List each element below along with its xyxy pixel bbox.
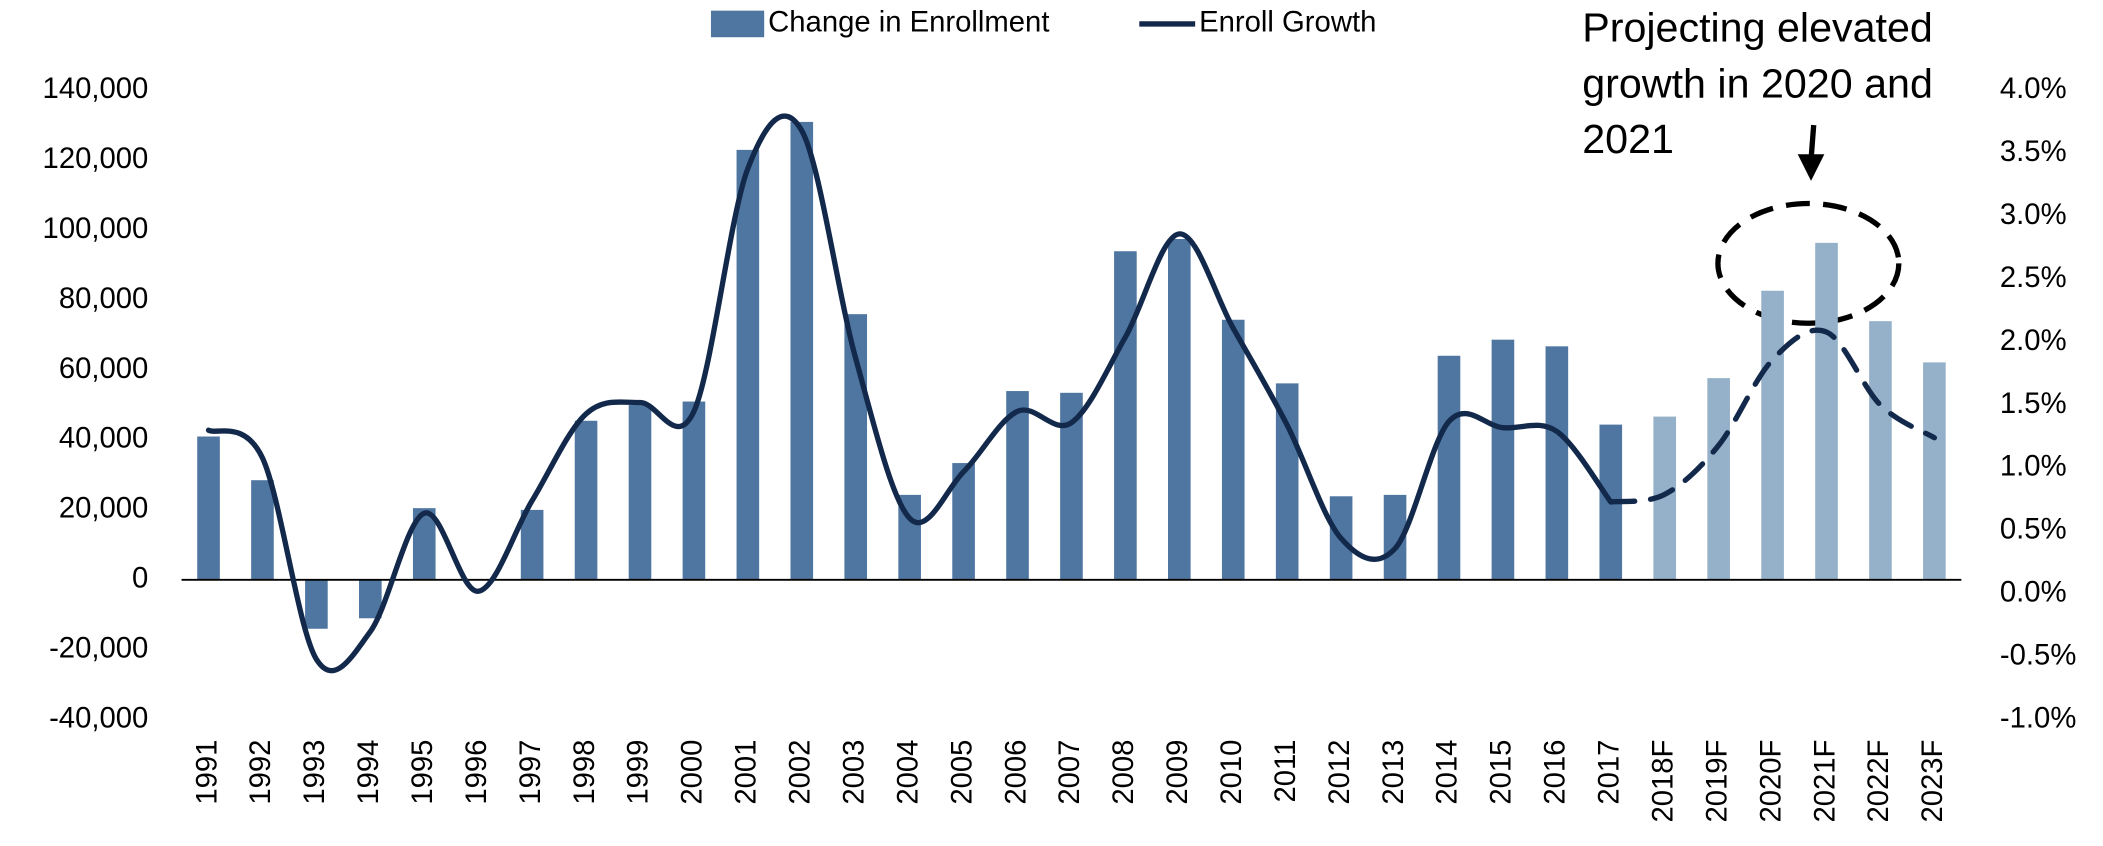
annotation-text: 2021 [1582, 116, 1674, 162]
x-tick-label: 2014 [1432, 740, 1464, 805]
bar [952, 463, 975, 580]
y-tick-label: 80,000 [59, 283, 148, 315]
y-tick-label: 40,000 [59, 423, 148, 455]
x-tick-label: 2015 [1486, 740, 1518, 805]
annotation-text: growth in 2020 and [1582, 60, 1933, 106]
bar [1168, 239, 1191, 580]
x-tick-label: 2023F [1917, 740, 1949, 823]
x-tick-label: 2008 [1108, 740, 1140, 805]
x-tick-label: 1995 [407, 740, 439, 805]
bar [412, 508, 436, 580]
annotation-text: Projecting elevated [1582, 4, 1933, 50]
x-tick-label: 2004 [892, 740, 924, 805]
y2-tick-label: 3.0% [2000, 199, 2067, 231]
x-tick-label: 2016 [1540, 740, 1572, 805]
y2-tick-label: 2.5% [2000, 262, 2067, 294]
x-tick-label: 1992 [245, 740, 277, 805]
x-tick-label: 1993 [299, 740, 331, 805]
x-tick-label: 2007 [1054, 740, 1086, 805]
legend-label: Enroll Growth [1199, 7, 1376, 39]
y-tick-label: 120,000 [43, 143, 149, 175]
x-tick-label: 2019F [1701, 740, 1733, 823]
bar [1707, 378, 1730, 580]
bar [305, 579, 328, 629]
y2-tick-label: 1.5% [2000, 388, 2067, 420]
x-tick-label: 1991 [191, 740, 223, 805]
y-tick-label: -20,000 [49, 632, 148, 664]
bar [898, 494, 921, 580]
bar [1923, 362, 1946, 580]
y2-tick-label: 1.0% [2000, 451, 2067, 483]
x-tick-label: 1996 [461, 740, 493, 805]
y2-tick-label: 2.0% [2000, 325, 2067, 357]
bar [1491, 339, 1515, 580]
bar [1383, 494, 1407, 580]
bar [628, 405, 652, 580]
x-tick-label: 2001 [731, 740, 763, 805]
x-tick-label: 1998 [569, 740, 601, 805]
x-tick-label: 2013 [1378, 740, 1410, 805]
x-tick-label: 2021F [1809, 740, 1841, 823]
y2-tick-label: -1.0% [2000, 702, 2076, 734]
annotation-arrowhead [1797, 154, 1825, 181]
x-tick-label: 1994 [353, 740, 385, 805]
bar [1060, 392, 1083, 580]
bar [736, 149, 760, 580]
y-tick-label: 20,000 [59, 493, 148, 525]
annotation-ellipse [1715, 200, 1902, 326]
bar [197, 436, 220, 580]
x-tick-label: 1999 [623, 740, 655, 805]
bar [790, 121, 814, 580]
x-tick-label: 2012 [1324, 740, 1356, 805]
bar [1869, 321, 1892, 580]
y-tick-label: 0 [132, 563, 148, 595]
bar [520, 509, 544, 580]
line [205, 113, 1614, 674]
legend-swatch-bar [710, 10, 765, 38]
y2-tick-label: -0.5% [2000, 639, 2076, 671]
bar [1437, 355, 1461, 580]
x-tick-label: 2002 [785, 740, 817, 805]
x-tick-label: 2018F [1647, 740, 1679, 823]
y2-tick-label: 0.0% [2000, 577, 2067, 609]
x-tick-label: 2006 [1000, 740, 1032, 805]
bar [682, 401, 706, 580]
x-tick-label: 2009 [1162, 740, 1194, 805]
x-tick-label: 2011 [1270, 740, 1302, 803]
bar [1114, 251, 1137, 580]
annotation-arrow [1808, 124, 1817, 160]
annotation: Projecting elevated growth in 2020 and 2… [1582, 4, 1933, 326]
bar [1221, 319, 1245, 580]
x-tick-label: 1997 [515, 740, 547, 805]
y2-tick-label: 3.5% [2000, 136, 2067, 168]
x-tick-label: 2017 [1594, 740, 1626, 805]
x-tick-label: 2003 [838, 740, 870, 805]
bar [1545, 346, 1569, 580]
bar [1815, 242, 1838, 580]
bar [251, 480, 274, 580]
legend-label: Change in Enrollment [768, 7, 1049, 39]
y-tick-label: 140,000 [43, 73, 149, 105]
y-tick-label: -40,000 [49, 702, 148, 734]
bar [574, 420, 598, 580]
x-tick-label: 2020F [1755, 740, 1787, 823]
y2-tick-label: 0.5% [2000, 514, 2067, 546]
x-tick-label: 2010 [1216, 740, 1248, 805]
legend: Change in Enrollment Enroll Growth [710, 7, 1376, 39]
y-tick-label: 60,000 [59, 353, 148, 385]
forecast-line [1608, 327, 1938, 505]
y-tick-label: 100,000 [43, 213, 149, 245]
x-tick-label: 2000 [677, 740, 709, 805]
y2-tick-label: 4.0% [2000, 73, 2067, 105]
x-tick-label: 2022F [1863, 740, 1895, 823]
bar [1653, 416, 1677, 580]
x-tick-label: 2005 [946, 740, 978, 805]
bar [1761, 290, 1784, 580]
bar [1006, 391, 1029, 580]
bar [359, 579, 382, 619]
